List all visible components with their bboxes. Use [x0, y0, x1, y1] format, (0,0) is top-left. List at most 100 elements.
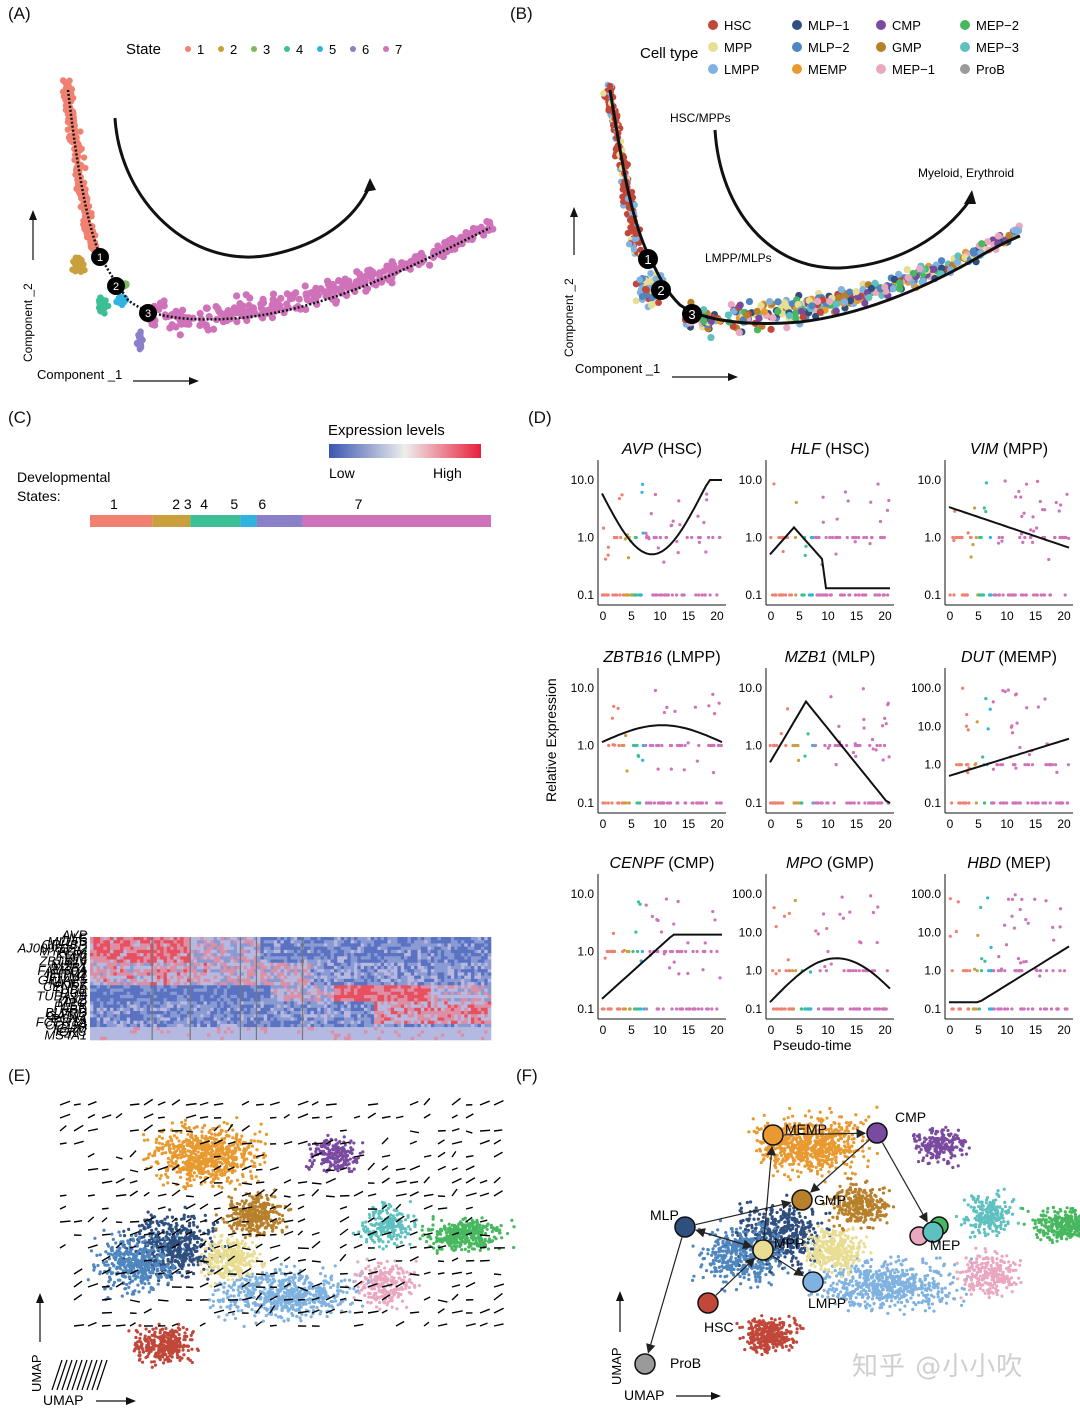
y-tick-label: 10.0	[918, 719, 942, 733]
subplot-title: HLF (HSC)	[790, 441, 869, 458]
heatmap-cells	[90, 937, 491, 1040]
x-tick-label: 15	[682, 609, 696, 623]
state-legend-label: 1	[197, 42, 204, 57]
x-tick-label: 15	[850, 609, 864, 623]
relative-expression-ylabel: Relative Expression	[543, 678, 559, 802]
branch-point-3: 3	[139, 304, 157, 322]
y-tick-label: 1.0	[924, 964, 941, 978]
umap-points-f	[635, 1106, 1080, 1369]
trajectory-plot-b: Cell type HSCMPPLMPPMLP−1MLP−2MEMPCMPGMP…	[520, 0, 1080, 400]
panel-d-label: (D)	[528, 408, 552, 428]
y-tick-label: 1.0	[577, 531, 594, 545]
state-bar-segment	[152, 515, 190, 527]
cell-legend-swatch	[960, 42, 970, 52]
lineage-edge	[882, 1143, 927, 1222]
x-tick-label: 5	[628, 817, 635, 831]
state-bar-label: 2 3	[172, 496, 192, 512]
y-tick-label: 0.1	[577, 1002, 594, 1016]
fit-curve	[602, 935, 722, 999]
x-tick-label: 0	[600, 817, 607, 831]
svg-text:1: 1	[97, 252, 103, 264]
node-label-mlp: MLP	[650, 1207, 679, 1223]
gene-label: MS4A1	[44, 1027, 87, 1042]
y-tick-label: 100.0	[911, 887, 941, 901]
node-label-lmpp: LMPP	[808, 1295, 846, 1311]
x-tick-label: 5	[796, 817, 803, 831]
x-tick-label: 10	[821, 1023, 835, 1037]
y-tick-label: 0.1	[745, 796, 762, 810]
y-tick-label: 0.1	[924, 588, 941, 602]
pseudo-time-xlabel: Pseudo-time	[773, 1037, 852, 1053]
y-tick-label: 1.0	[924, 758, 941, 772]
x-tick-label: 20	[710, 817, 724, 831]
x-tick-label: 10	[1000, 1023, 1014, 1037]
subplot-title: VIM (MPP)	[970, 441, 1048, 458]
state-legend-label: 4	[296, 42, 303, 57]
annotation-hsc-mpps: HSC/MPPs	[670, 111, 731, 125]
y-tick-label: 10.0	[739, 925, 763, 939]
x-tick-label: 5	[796, 1023, 803, 1037]
panel-e: (E) UMAP UMAP	[0, 1060, 520, 1411]
umap-ylabel-e: UMAP	[29, 1354, 44, 1392]
x-tick-label: 0	[600, 1023, 607, 1037]
cell-legend-label: LMPP	[724, 62, 759, 77]
panel-e-label: (E)	[8, 1066, 31, 1086]
node-cmp	[867, 1123, 887, 1143]
y-tick-label: 10.0	[918, 925, 942, 939]
y-tick-label: 1.0	[745, 531, 762, 545]
subplot-title: AVP (HSC)	[621, 441, 702, 458]
cell-legend-label: MEMP	[808, 62, 847, 77]
cell-legend-label: MEP−2	[976, 18, 1019, 33]
branch-point-1: 1	[91, 248, 109, 266]
x-tick-label: 20	[878, 1023, 892, 1037]
umap-velocity-plot: UMAP UMAP	[0, 1060, 520, 1411]
cell-legend-swatch	[792, 64, 802, 74]
subplot-title: ZBTB16 (LMPP)	[602, 649, 720, 666]
state-legend-swatch	[185, 46, 191, 52]
subplot-title: MPO (GMP)	[786, 855, 874, 872]
x-tick-label: 5	[628, 609, 635, 623]
x-tick-label: 15	[850, 817, 864, 831]
branch-point-1-b: 1	[638, 249, 658, 269]
node-hsc	[698, 1293, 718, 1313]
cell-legend-swatch	[960, 64, 970, 74]
x-tick-label: 0	[947, 1023, 954, 1037]
cell-legend-swatch	[708, 20, 718, 30]
branch-point-2-b: 2	[651, 280, 671, 300]
svg-text:3: 3	[145, 308, 151, 320]
x-tick-label: 0	[768, 817, 775, 831]
state-legend-swatch	[251, 46, 257, 52]
state-bar-segment	[90, 515, 152, 527]
state-legend-label: 2	[230, 42, 237, 57]
cell-type-legend-title: Cell type	[640, 45, 698, 62]
x-tick-label: 20	[1057, 817, 1071, 831]
state-bar-label: 4	[200, 496, 208, 512]
x-tick-label: 5	[628, 1023, 635, 1037]
x-tick-label: 15	[1029, 817, 1043, 831]
y-tick-label: 10.0	[739, 473, 763, 487]
y-tick-label: 0.1	[745, 1002, 762, 1016]
y-tick-label: 100.0	[732, 887, 762, 901]
subplot-title: CENPF (CMP)	[610, 855, 715, 872]
x-tick-label: 15	[850, 1023, 864, 1037]
x-tick-label: 5	[796, 609, 803, 623]
cell-legend-label: ProB	[976, 62, 1005, 77]
cell-legend-label: MEP−3	[976, 40, 1019, 55]
umap-xlabel-e: UMAP	[43, 1392, 83, 1408]
x-tick-label: 20	[878, 609, 892, 623]
y-tick-label: 0.1	[577, 796, 594, 810]
branch-point-2: 2	[107, 277, 125, 295]
state-legend-label: 3	[263, 42, 270, 57]
expression-colorbar	[329, 444, 481, 458]
x-tick-label: 0	[768, 1023, 775, 1037]
direction-arrow	[115, 118, 370, 257]
fit-curve	[770, 702, 890, 804]
branch-point-3-b: 3	[682, 304, 702, 324]
